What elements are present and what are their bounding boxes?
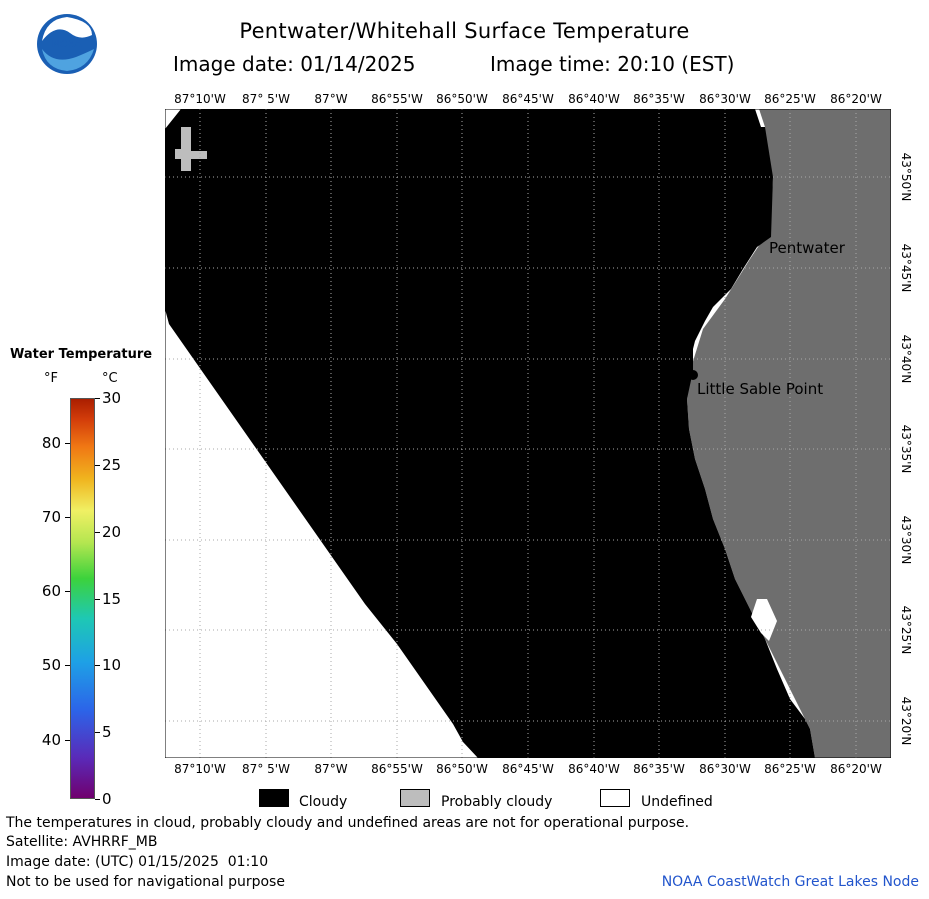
- land-area: [687, 109, 891, 758]
- land-gap: [755, 109, 765, 127]
- lon-label: 86°30'W: [699, 762, 751, 776]
- colorbar-tickmark-f: [65, 739, 70, 741]
- colorbar-gradient: [70, 398, 95, 799]
- credit-text: NOAA CoastWatch Great Lakes Node: [661, 874, 919, 890]
- legend-label-cloudy: Cloudy: [299, 794, 348, 810]
- colorbar-tickmark-c: [95, 665, 100, 667]
- legend-swatch-undefined: [600, 789, 630, 807]
- colorbar-tickmark-c: [95, 464, 100, 466]
- legend-label-probably-cloudy: Probably cloudy: [441, 794, 553, 810]
- little-sable-point-marker: [688, 370, 698, 380]
- colorbar-title: Water Temperature: [10, 347, 153, 362]
- nav-warning-text: Not to be used for navigational purpose: [6, 874, 285, 890]
- noaa-logo: NOAA: [36, 13, 98, 75]
- lon-label: 87° 5'W: [242, 92, 290, 106]
- colorbar-tickmark-f: [65, 591, 70, 593]
- probably-cloudy-area: [175, 127, 207, 171]
- colorbar-tickmark-c: [95, 799, 100, 800]
- colorbar-tick-f: 40: [41, 730, 61, 749]
- colorbar-tickmark-f: [65, 665, 70, 667]
- lon-label: 87°10'W: [174, 762, 226, 776]
- lat-label: 43°25'N: [899, 605, 913, 655]
- colorbar-tickmark-f: [65, 516, 70, 518]
- utc-date-text: Image date: (UTC) 01/15/2025 01:10: [6, 854, 269, 870]
- colorbar-tick-c: 10: [102, 656, 122, 675]
- satellite-text: Satellite: AVHRRF_MB: [6, 834, 158, 850]
- lon-label: 87°W: [314, 92, 348, 106]
- lat-label: 43°50'N: [899, 152, 913, 202]
- place-label-pentwater: Pentwater: [769, 239, 845, 257]
- lat-label: 43°30'N: [899, 515, 913, 565]
- graticule: [165, 109, 891, 758]
- page-title: Pentwater/Whitehall Surface Temperature: [239, 19, 690, 43]
- colorbar-tick-c: 0: [102, 790, 112, 808]
- colorbar-tick-f: 70: [41, 507, 61, 526]
- colorbar-tickmark-c: [95, 732, 100, 734]
- legend-swatch-probably-cloudy: [400, 789, 430, 807]
- lon-label: 86°20'W: [830, 92, 882, 106]
- lon-label: 86°35'W: [633, 92, 685, 106]
- lon-label: 86°45'W: [502, 92, 554, 106]
- colorbar-tick-c: 15: [102, 589, 122, 608]
- colorbar-tickmark-c: [95, 598, 100, 600]
- colorbar-tick-c: 30: [102, 389, 122, 407]
- colorbar-tickmark-c: [95, 531, 100, 533]
- lon-label: 86°55'W: [371, 762, 423, 776]
- lon-label: 86°40'W: [568, 92, 620, 106]
- colorbar-unit-f: °F: [44, 371, 58, 386]
- noaa-logo-text: NOAA: [52, 39, 81, 50]
- lon-label: 86°35'W: [633, 762, 685, 776]
- colorbar-tick-f: 50: [41, 656, 61, 675]
- lon-label: 86°45'W: [502, 762, 554, 776]
- place-label-little-sable-point: Little Sable Point: [697, 380, 824, 398]
- colorbar-tick-f: 60: [41, 582, 61, 601]
- colorbar-unit-c: °C: [102, 371, 118, 386]
- lat-label: 43°35'N: [899, 424, 913, 474]
- colorbar-tick-c: 20: [102, 522, 122, 541]
- lat-label: 43°40'N: [899, 334, 913, 384]
- colorbar-tickmark-f: [65, 442, 70, 444]
- map: [165, 109, 891, 758]
- lon-label: 87°W: [314, 762, 348, 776]
- legend-swatch-cloudy: [259, 789, 289, 807]
- graticule-dark: [165, 109, 891, 758]
- lon-label: 86°30'W: [699, 92, 751, 106]
- lon-label: 86°50'W: [436, 762, 488, 776]
- lat-label: 43°20'N: [899, 696, 913, 746]
- image-time-header: Image time: 20:10 (EST): [490, 52, 735, 76]
- lon-label: 86°50'W: [436, 92, 488, 106]
- image-date-header: Image date: 01/14/2025: [173, 52, 416, 76]
- legend-label-undefined: Undefined: [641, 794, 713, 810]
- noaa-logo-icon: NOAA: [37, 14, 97, 74]
- lon-label: 86°55'W: [371, 92, 423, 106]
- lon-label: 86°40'W: [568, 762, 620, 776]
- lon-label: 86°25'W: [764, 762, 816, 776]
- cloud-area: [165, 109, 815, 758]
- colorbar-tick-f: 80: [41, 433, 61, 452]
- undefined-notch: [751, 599, 777, 641]
- colorbar-tick-c: 25: [102, 455, 122, 474]
- colorbar-tickmark-c: [95, 398, 100, 399]
- lon-label: 86°20'W: [830, 762, 882, 776]
- lon-label: 87°10'W: [174, 92, 226, 106]
- disclaimer-text: The temperatures in cloud, probably clou…: [6, 815, 690, 831]
- colorbar-tick-c: 5: [102, 723, 112, 742]
- lon-label: 87° 5'W: [242, 762, 290, 776]
- lon-label: 86°25'W: [764, 92, 816, 106]
- lat-label: 43°45'N: [899, 243, 913, 293]
